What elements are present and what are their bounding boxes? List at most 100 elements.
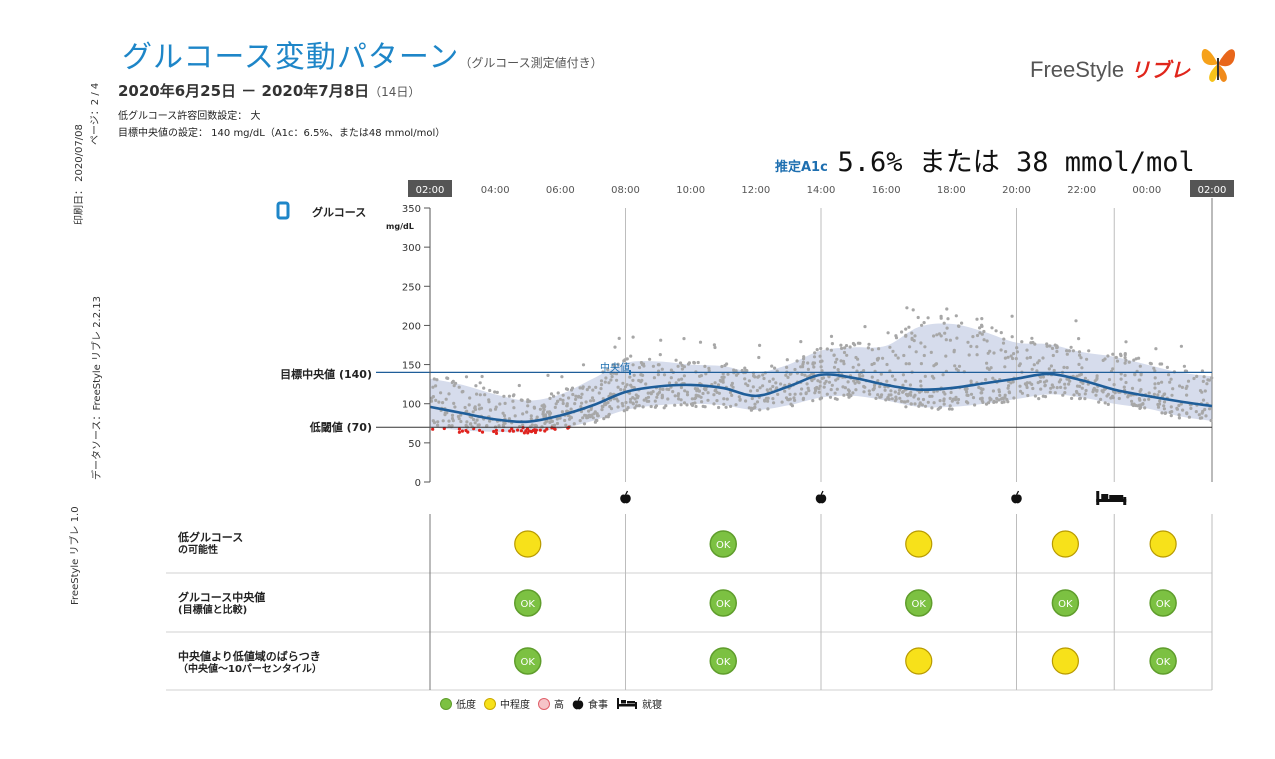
reading-point [916,397,921,401]
ok-status-icon [514,647,542,675]
reading-point [856,341,861,345]
reading-point [615,378,619,382]
axes [424,207,431,483]
reading-point [1079,372,1083,376]
date-days: （14日） [369,85,421,99]
low-reading-point [550,426,554,430]
reading-point [771,384,775,389]
apple-icon [620,490,631,504]
reading-point [602,417,606,421]
reading-point [894,336,899,340]
reading-point [621,404,625,408]
reading-point [1065,377,1069,381]
reading-point [584,400,588,404]
reading-point [851,391,855,395]
reading-point [884,398,888,402]
reading-point [447,424,451,428]
reading-point [992,351,996,355]
a1c-value: 5.6% または 38 mmol/mol [837,147,1195,178]
low-reading-point [534,428,539,432]
reading-point [827,380,832,384]
reading-point [1132,358,1136,362]
reading-point [922,353,926,358]
reading-point [477,403,481,407]
ok-status-text: OK [716,657,731,668]
reading-point [722,402,726,406]
reading-point [465,420,469,424]
reading-point [628,400,633,404]
reading-point [833,397,838,401]
low-reading-point [508,429,512,433]
x-tick-labels: 02:00 04:00 06:00 08:00 10:00 12:00 14:00 16:00… [408,180,1234,197]
reading-point [942,399,946,403]
reading-point [563,418,567,423]
reading-point [841,359,846,363]
reading-point [677,397,681,401]
reading-point [1049,386,1053,390]
reading-point [561,398,565,402]
reading-point [1012,352,1016,356]
y-tick-label: 250 [402,282,421,293]
x-tick-label: 02:00 [1198,185,1227,196]
reading-point [894,353,898,357]
reading-point [1124,358,1128,362]
medium-status-icon [1149,530,1177,558]
reading-point [910,331,914,335]
reading-point [980,317,984,321]
reading-point [998,393,1002,397]
reading-point [488,408,492,412]
bed-blanket [1109,495,1124,499]
low-reading-point [510,427,514,431]
reading-point [755,388,760,393]
reading-point [661,387,665,391]
reading-point [825,392,829,396]
title-main: グルコース変動パターン [122,40,460,75]
reading-point [546,410,550,414]
reading-point [682,337,686,341]
reading-point [956,401,960,405]
legend-high: 高 [538,696,564,711]
reading-point [1051,353,1055,358]
reading-point [1152,366,1156,370]
reading-point [1203,389,1207,393]
reading-point [930,406,934,410]
ok-status-text: OK [912,599,927,610]
reading-point [694,393,698,397]
reading-point [922,321,926,325]
reading-point [1123,373,1127,377]
reading-point [944,338,948,342]
reading-point [1043,384,1047,388]
reading-point [954,395,958,399]
reading-point [580,401,584,405]
ok-status-text: OK [1058,599,1073,610]
reading-point [793,392,797,396]
reading-point [994,329,998,333]
reading-point [656,373,661,377]
ok-status-text: OK [1156,657,1171,668]
reading-point [1210,376,1214,380]
reading-point [834,360,838,364]
reading-point [1033,394,1037,398]
reading-point [984,378,988,382]
reading-point [766,399,770,403]
reading-point [680,377,684,381]
reading-point [639,380,643,384]
reading-point [944,354,948,358]
x-tick-label: 08:00 [611,185,640,196]
reading-point [713,389,717,393]
reading-point [1068,379,1072,383]
reading-point [446,376,450,380]
reading-point [573,402,577,406]
reading-point [943,392,947,396]
reading-point [507,417,511,421]
reading-point [1103,401,1107,405]
low-reading-point [543,429,547,433]
reading-point [851,365,855,369]
low-reading-point [524,429,528,433]
reading-point [904,362,908,366]
reading-point [896,356,900,360]
reading-point [507,394,511,398]
reading-point [619,388,623,392]
apple-icon [815,490,827,504]
reading-point [1138,364,1142,368]
